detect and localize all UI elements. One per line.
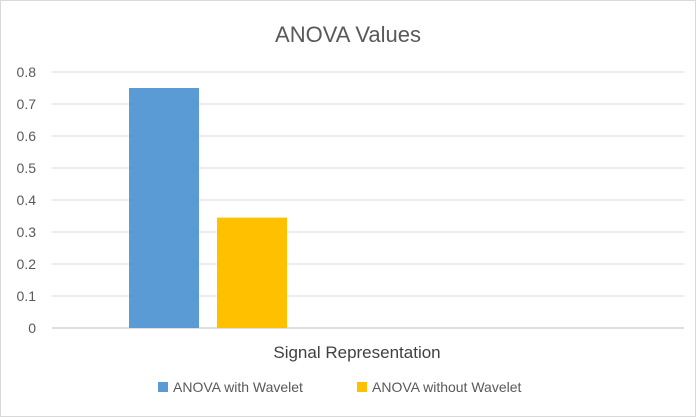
y-tick-label: 0 <box>28 320 36 336</box>
y-tick-label: 0.7 <box>17 96 37 112</box>
legend-swatch-2 <box>357 382 367 392</box>
y-tick-label: 0.3 <box>17 224 37 240</box>
y-tick-label: 0.2 <box>17 256 37 272</box>
legend: ANOVA with Wavelet ANOVA without Wavelet <box>158 379 522 395</box>
y-axis-tick-labels: 0 0.1 0.2 0.3 0.4 0.5 0.6 0.7 0.8 <box>17 64 37 336</box>
y-tick-label: 0.8 <box>17 64 37 80</box>
chart-title: ANOVA Values <box>275 22 421 47</box>
y-tick-label: 0.1 <box>17 288 37 304</box>
bar-anova-without-wavelet <box>217 217 287 328</box>
bar-anova-with-wavelet <box>129 88 199 328</box>
y-tick-label: 0.4 <box>17 192 37 208</box>
legend-swatch-1 <box>158 382 168 392</box>
y-tick-label: 0.6 <box>17 128 37 144</box>
x-axis-label: Signal Representation <box>273 343 440 362</box>
y-tick-label: 0.5 <box>17 160 37 176</box>
legend-label-2: ANOVA without Wavelet <box>372 379 522 395</box>
bars <box>129 88 287 328</box>
legend-label-1: ANOVA with Wavelet <box>173 379 303 395</box>
